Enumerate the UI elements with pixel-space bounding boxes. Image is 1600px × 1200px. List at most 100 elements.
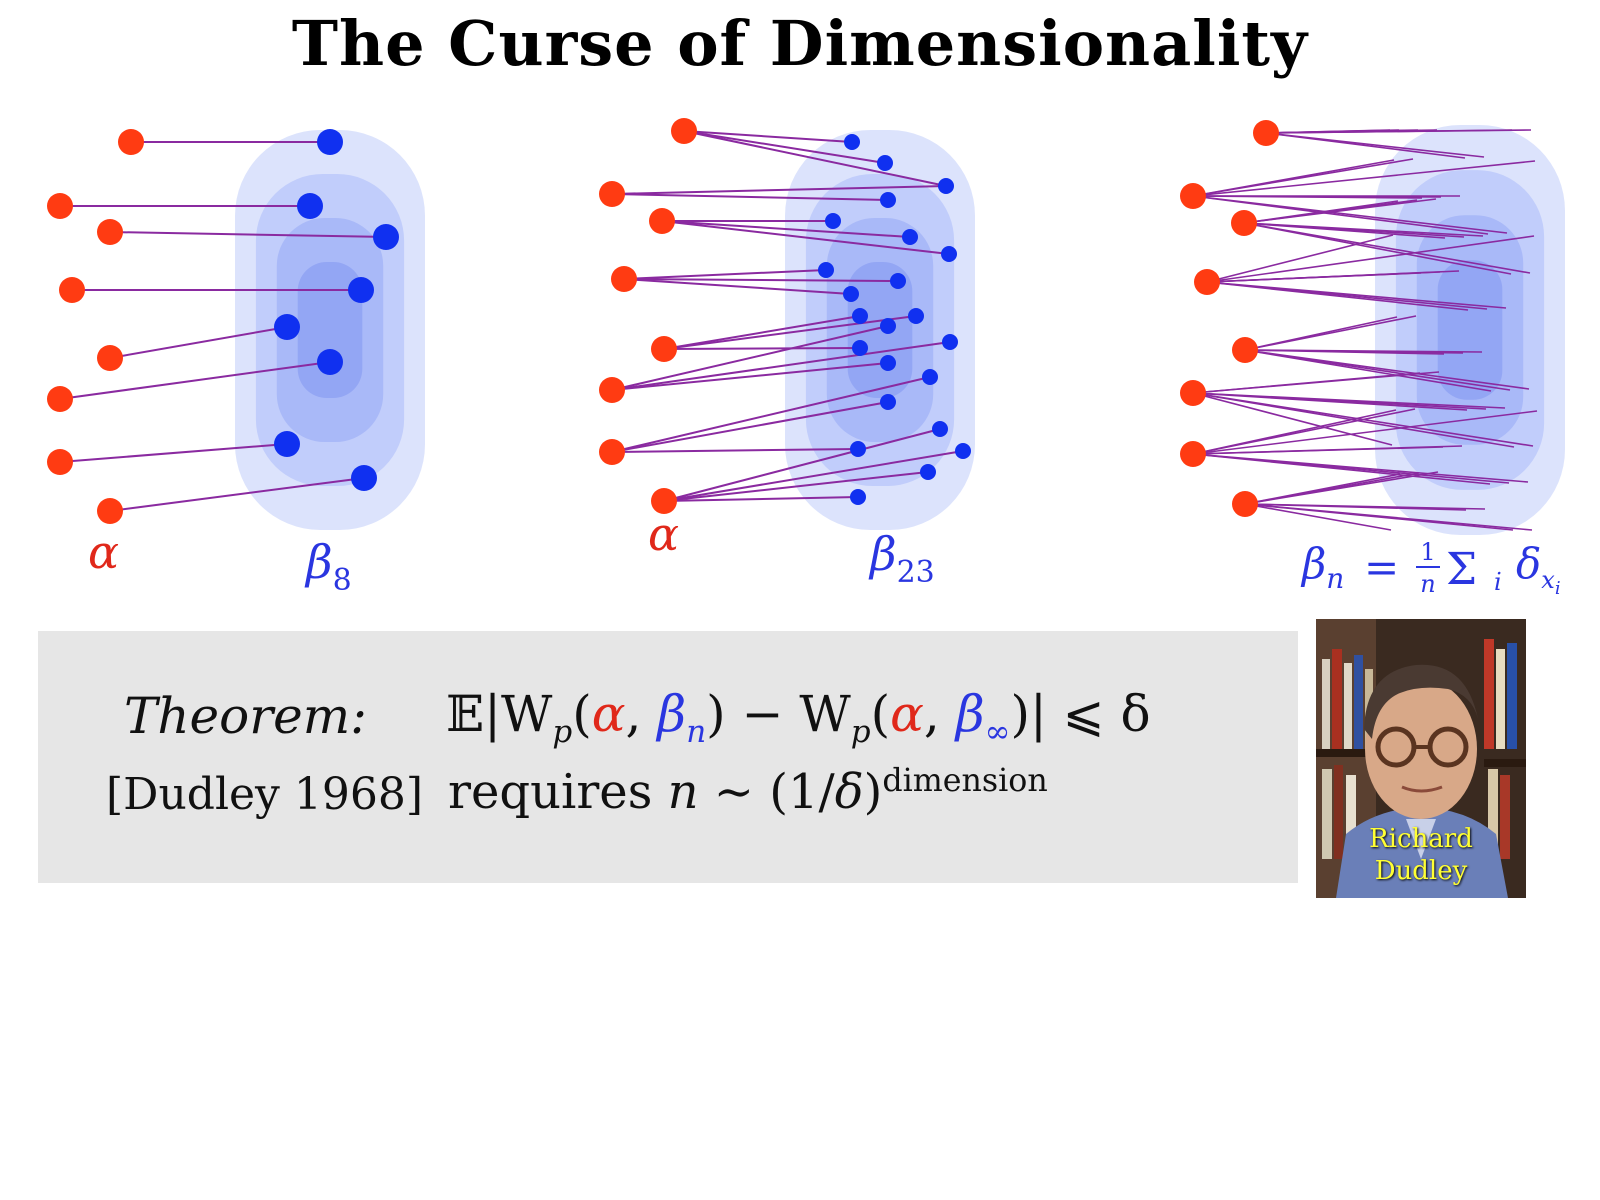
target-point	[902, 229, 918, 245]
fraction-numerator: 1	[1420, 538, 1435, 566]
matching-line	[1206, 234, 1394, 283]
caption-first-name: Richard	[1369, 824, 1473, 854]
matching-line	[1192, 409, 1397, 455]
target-point	[274, 314, 300, 340]
matching-line	[1244, 473, 1401, 505]
target-point	[373, 224, 399, 250]
source-point	[671, 118, 697, 144]
p-subscript: p	[552, 714, 573, 750]
matching-line	[1244, 503, 1514, 531]
sample-complexity: requires n ∼ (1/δ)dimension	[448, 763, 1048, 820]
matching-line	[1243, 222, 1446, 239]
density-blobs	[235, 125, 1565, 535]
target-point	[297, 193, 323, 219]
svg-text:δxi: δxi	[1516, 539, 1561, 599]
source-point	[1180, 441, 1206, 467]
source-point	[599, 181, 625, 207]
alpha-label-panel-2: α	[648, 507, 679, 561]
matching-line	[663, 315, 861, 350]
citation: [Dudley 1968]	[106, 769, 424, 820]
source-point	[118, 129, 144, 155]
alpha-symbol: α	[591, 685, 626, 743]
requires-delta: δ	[834, 764, 864, 820]
target-point	[908, 308, 924, 324]
fraction-denominator: n	[1420, 570, 1435, 598]
sample-points	[47, 118, 1279, 524]
target-point	[880, 318, 896, 334]
matching-line	[1192, 410, 1538, 455]
matching-line	[663, 450, 964, 502]
n-subscript: n	[686, 714, 707, 750]
matching-line	[683, 130, 947, 187]
source-point	[1194, 269, 1220, 295]
target-point	[942, 334, 958, 350]
target-point	[922, 369, 938, 385]
matching-line	[1206, 272, 1422, 283]
theorem-label: Theorem:	[124, 687, 367, 745]
target-point	[938, 178, 954, 194]
empirical-measure-formula: βn = 1 n Σ i δxi	[1300, 538, 1561, 599]
target-point	[850, 441, 866, 457]
beta-symbol: β	[1300, 539, 1326, 588]
matching-line	[1265, 129, 1400, 134]
matching-line	[623, 278, 899, 282]
matching-line	[663, 496, 859, 502]
beta-subscript: n	[1326, 562, 1344, 595]
requires-n: n	[667, 764, 699, 820]
source-point	[1232, 491, 1258, 517]
matching-line	[683, 130, 886, 164]
source-point	[1231, 210, 1257, 236]
sum-symbol: Σ	[1446, 544, 1477, 595]
matching-line	[59, 361, 331, 400]
source-point	[97, 219, 123, 245]
svg-text:βn: βn	[1300, 539, 1344, 595]
delta-subsubscript: i	[1555, 578, 1561, 599]
source-point	[599, 439, 625, 465]
matching-line	[1243, 200, 1399, 224]
source-point	[611, 266, 637, 292]
requires-mid: ∼ (1/	[698, 764, 835, 820]
matching-line	[1192, 195, 1423, 199]
matching-line	[611, 376, 931, 453]
source-point	[47, 386, 73, 412]
requires-word: requires	[448, 764, 668, 820]
matching-line	[109, 477, 365, 512]
matching-line	[1192, 372, 1421, 394]
equals-sign: =	[1364, 543, 1399, 592]
matching-line	[109, 326, 288, 359]
source-point	[1180, 183, 1206, 209]
matching-line	[663, 428, 941, 502]
matching-lines	[59, 129, 1538, 531]
target-point	[818, 262, 834, 278]
source-point	[1232, 337, 1258, 363]
source-point	[97, 345, 123, 371]
density-level	[847, 262, 913, 398]
matching-line	[1265, 132, 1466, 159]
source-point	[599, 377, 625, 403]
beta-label-panel-1: β8	[304, 535, 352, 598]
theorem-box: Theorem: 𝔼|Wp(α, βn) − Wp(α, β∞)| ⩽ δ [D…	[38, 631, 1298, 883]
infinity-subscript: ∞	[984, 714, 1011, 750]
caption-last-name: Dudley	[1374, 856, 1468, 886]
source-point	[97, 498, 123, 524]
matching-line	[59, 443, 288, 463]
matching-line	[1243, 222, 1512, 275]
matching-line	[1192, 446, 1444, 455]
matching-line	[1192, 392, 1468, 411]
target-point	[880, 355, 896, 371]
target-point	[955, 443, 971, 459]
target-point	[317, 129, 343, 155]
matching-line	[661, 220, 950, 255]
matching-line	[623, 278, 852, 295]
matching-line	[1244, 349, 1492, 392]
target-point	[825, 213, 841, 229]
matching-line	[611, 401, 889, 453]
portrait-photo: Richard Dudley	[1316, 619, 1526, 898]
source-point	[59, 277, 85, 303]
target-point	[844, 134, 860, 150]
target-point	[941, 246, 957, 262]
matching-line	[663, 471, 929, 502]
beta-symbol: β	[304, 535, 333, 589]
p-subscript: p	[850, 714, 871, 750]
beta-symbol: β	[868, 527, 897, 581]
